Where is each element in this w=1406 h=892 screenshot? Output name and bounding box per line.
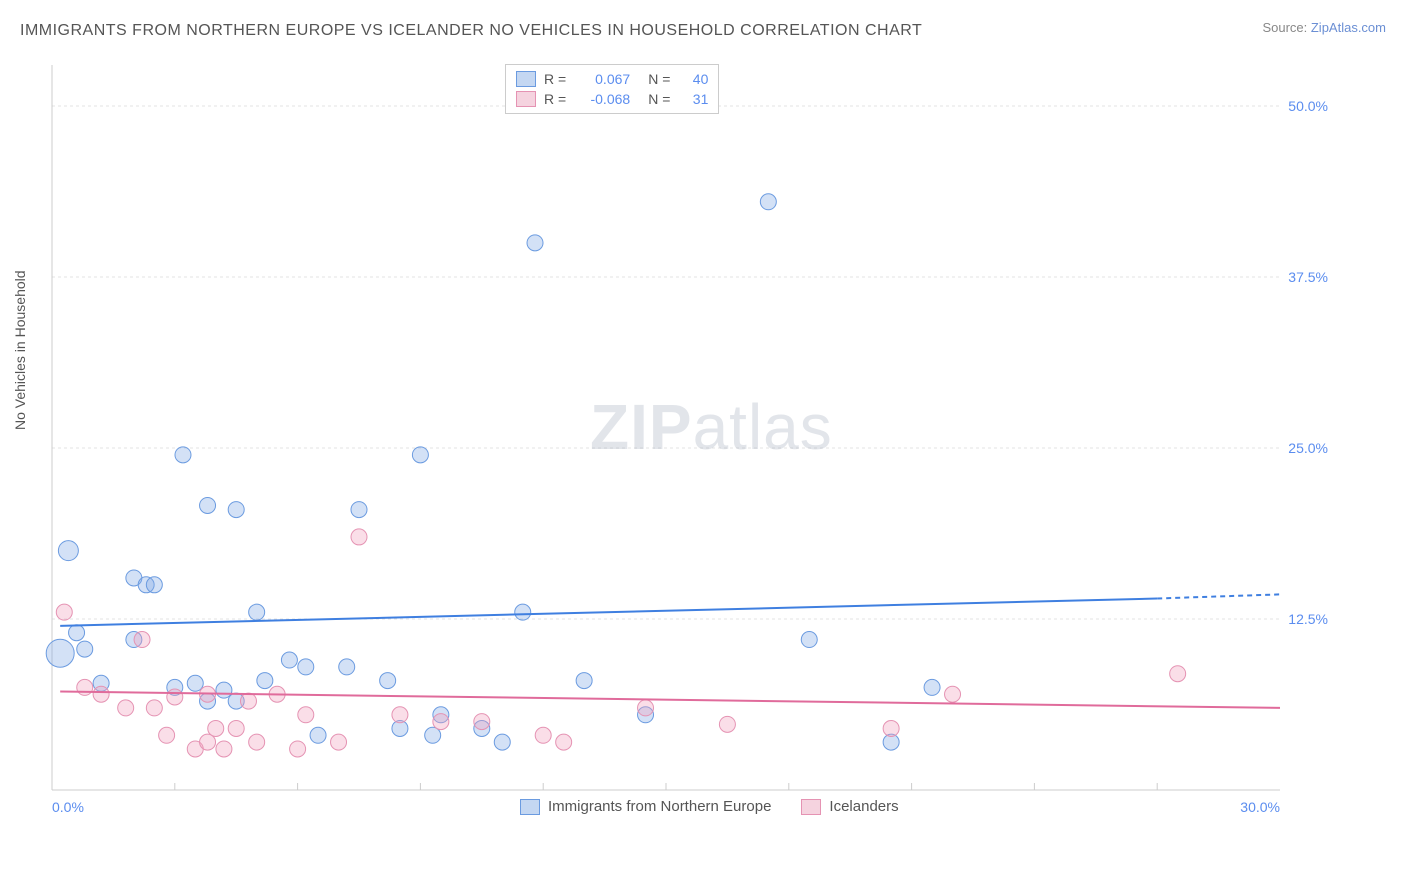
data-point: [924, 679, 940, 695]
data-point: [58, 541, 78, 561]
legend-label: Icelanders: [829, 798, 898, 815]
r-label: R =: [544, 71, 566, 87]
n-label: N =: [648, 71, 670, 87]
chart-area: 12.5%25.0%37.5%50.0%0.0%30.0% ZIPatlas R…: [50, 60, 1340, 820]
data-point: [146, 577, 162, 593]
data-point: [412, 447, 428, 463]
data-point: [249, 734, 265, 750]
data-point: [576, 673, 592, 689]
data-point: [93, 686, 109, 702]
y-axis-label: No Vehicles in Household: [12, 270, 28, 430]
data-point: [392, 707, 408, 723]
data-point: [380, 673, 396, 689]
data-point: [351, 529, 367, 545]
data-point: [228, 502, 244, 518]
data-point: [638, 700, 654, 716]
data-point: [216, 682, 232, 698]
legend-swatch: [801, 799, 821, 815]
chart-title: IMMIGRANTS FROM NORTHERN EUROPE VS ICELA…: [20, 22, 922, 40]
data-point: [146, 700, 162, 716]
data-point: [208, 720, 224, 736]
legend-item: Immigrants from Northern Europe: [520, 798, 771, 815]
x-tick-label: 0.0%: [52, 799, 84, 815]
data-point: [134, 632, 150, 648]
data-point: [331, 734, 347, 750]
n-label: N =: [648, 91, 670, 107]
data-point: [167, 689, 183, 705]
data-point: [200, 497, 216, 513]
data-point: [77, 641, 93, 657]
data-point: [257, 673, 273, 689]
source-attribution: Source: ZipAtlas.com: [1262, 20, 1386, 35]
data-point: [310, 727, 326, 743]
data-point: [556, 734, 572, 750]
legend-stats-row: R = -0.068 N = 31: [516, 89, 708, 109]
r-label: R =: [544, 91, 566, 107]
y-tick-label: 25.0%: [1288, 440, 1328, 456]
data-point: [175, 447, 191, 463]
data-point: [228, 720, 244, 736]
scatter-chart: 12.5% 25.0% 37.5% 50.0% 0.0% 30.0%: [50, 60, 1340, 820]
legend-stats-row: R = 0.067 N = 40: [516, 69, 708, 89]
data-point: [801, 632, 817, 648]
data-point: [281, 652, 297, 668]
y-tick-label: 12.5%: [1288, 611, 1328, 627]
data-point: [298, 707, 314, 723]
data-point: [339, 659, 355, 675]
legend-swatch: [516, 71, 536, 87]
data-point: [56, 604, 72, 620]
data-point: [240, 693, 256, 709]
data-point: [474, 714, 490, 730]
data-point: [433, 714, 449, 730]
x-tick-label: 30.0%: [1240, 799, 1280, 815]
data-point: [515, 604, 531, 620]
data-point: [216, 741, 232, 757]
n-value: 40: [678, 71, 708, 87]
trend-line: [60, 598, 1157, 625]
legend-label: Immigrants from Northern Europe: [548, 798, 771, 815]
data-point: [760, 194, 776, 210]
data-point: [69, 625, 85, 641]
legend-item: Icelanders: [801, 798, 898, 815]
trend-line-extension: [1157, 594, 1280, 598]
legend-series: Immigrants from Northern Europe Icelander…: [520, 798, 899, 815]
data-point: [945, 686, 961, 702]
legend-swatch: [516, 91, 536, 107]
data-point: [118, 700, 134, 716]
data-point: [719, 716, 735, 732]
data-point: [1170, 666, 1186, 682]
source-prefix: Source:: [1262, 20, 1310, 35]
y-tick-label: 50.0%: [1288, 98, 1328, 114]
legend-swatch: [520, 799, 540, 815]
data-point: [77, 679, 93, 695]
r-value: -0.068: [574, 91, 630, 107]
legend-stats-box: R = 0.067 N = 40 R = -0.068 N = 31: [505, 64, 719, 114]
data-point: [535, 727, 551, 743]
data-point: [494, 734, 510, 750]
data-point: [249, 604, 265, 620]
n-value: 31: [678, 91, 708, 107]
data-point: [527, 235, 543, 251]
data-point: [46, 639, 74, 667]
data-point: [187, 675, 203, 691]
data-point: [351, 502, 367, 518]
y-tick-label: 37.5%: [1288, 269, 1328, 285]
r-value: 0.067: [574, 71, 630, 87]
data-point: [159, 727, 175, 743]
data-point: [298, 659, 314, 675]
data-point: [290, 741, 306, 757]
data-point: [883, 720, 899, 736]
source-link[interactable]: ZipAtlas.com: [1311, 20, 1386, 35]
